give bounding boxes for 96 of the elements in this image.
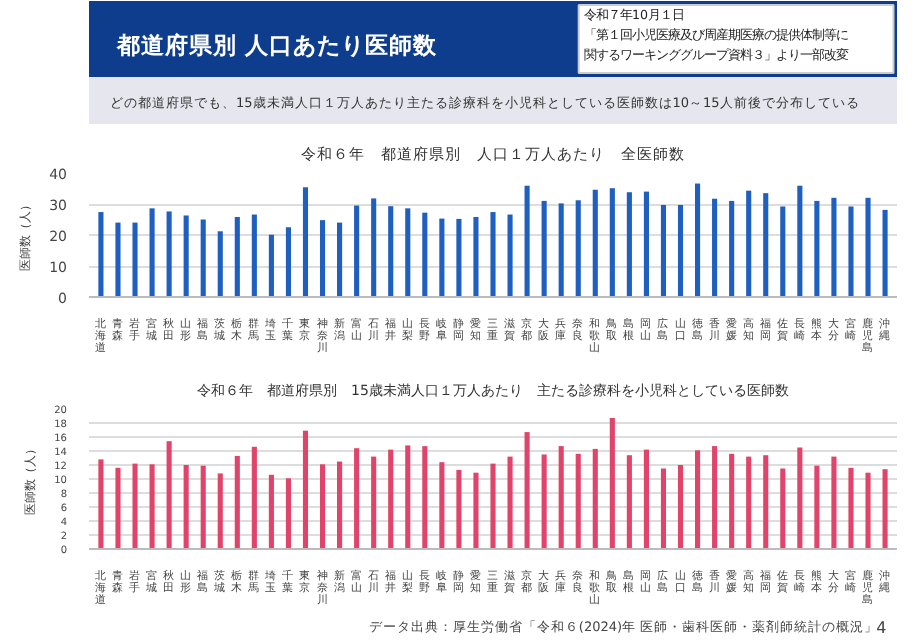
bar <box>337 222 343 297</box>
bar <box>371 198 377 297</box>
bar <box>763 455 769 549</box>
text: 4 <box>876 619 887 637</box>
bar <box>98 459 104 549</box>
bar <box>780 468 786 549</box>
bar <box>609 418 615 549</box>
bar <box>234 455 240 549</box>
bar <box>712 446 718 549</box>
bar <box>132 463 138 549</box>
bar <box>217 231 223 297</box>
bar <box>729 453 735 549</box>
bar <box>354 205 360 297</box>
bar <box>490 212 496 297</box>
bar <box>592 189 598 297</box>
bar <box>302 187 309 297</box>
bar <box>439 462 445 549</box>
bar <box>217 473 223 549</box>
bar <box>473 472 479 549</box>
bar <box>166 211 172 297</box>
bar <box>643 191 649 297</box>
bar <box>371 456 377 549</box>
bar <box>439 218 445 297</box>
bar <box>405 208 411 297</box>
bar <box>695 450 701 549</box>
bar <box>626 455 632 549</box>
bar <box>797 447 803 549</box>
bar <box>490 463 496 549</box>
bar <box>677 465 684 549</box>
bar <box>251 446 257 549</box>
bar <box>558 446 564 549</box>
bar <box>609 188 615 297</box>
bar <box>882 209 888 297</box>
bar <box>183 215 189 297</box>
bar <box>882 469 888 549</box>
bar <box>200 465 206 549</box>
bar <box>234 217 240 297</box>
bar <box>388 449 394 549</box>
bar <box>558 203 564 297</box>
bar <box>302 430 309 549</box>
bar <box>814 465 820 549</box>
bar <box>541 200 547 297</box>
bar <box>115 222 121 297</box>
bar <box>422 212 428 297</box>
bar <box>763 193 769 297</box>
bar <box>865 197 871 297</box>
bar <box>780 206 786 297</box>
bar <box>814 200 820 297</box>
bar <box>797 185 803 297</box>
bar <box>865 472 871 549</box>
bar <box>524 432 530 549</box>
bar <box>695 183 701 297</box>
bar <box>575 453 581 549</box>
bar <box>405 445 411 549</box>
bar <box>337 461 343 549</box>
bar <box>149 464 155 549</box>
bar <box>848 206 854 297</box>
bar <box>831 197 837 297</box>
bar <box>507 214 513 297</box>
bar <box>132 222 138 297</box>
bar <box>848 467 854 549</box>
bar <box>575 200 581 297</box>
bar <box>626 192 632 297</box>
bar <box>507 456 513 549</box>
bar <box>524 185 530 297</box>
bar <box>285 478 291 549</box>
bar <box>268 474 274 549</box>
bar <box>115 467 121 549</box>
bar <box>388 206 394 297</box>
bar <box>319 220 326 297</box>
bar <box>712 198 718 297</box>
bar <box>183 465 189 549</box>
bar <box>660 468 667 549</box>
bar <box>422 446 428 549</box>
bar <box>285 227 291 297</box>
bar <box>354 448 360 549</box>
bar <box>541 454 547 549</box>
bar <box>149 208 155 297</box>
bar <box>200 219 206 297</box>
bar <box>166 441 172 549</box>
bar <box>677 204 684 297</box>
bar <box>268 234 274 297</box>
bar <box>643 449 649 549</box>
bar <box>251 214 257 297</box>
bar <box>592 448 598 549</box>
bar <box>319 464 326 549</box>
text: 都道府県別 人口あたり医師数 <box>114 31 439 59</box>
bar <box>456 218 462 297</box>
bar <box>473 217 479 297</box>
bar <box>831 456 837 549</box>
bar <box>456 469 462 549</box>
bar <box>746 456 752 549</box>
bar <box>98 212 104 297</box>
bar <box>660 204 667 297</box>
bar <box>729 200 735 297</box>
bar <box>746 190 752 297</box>
